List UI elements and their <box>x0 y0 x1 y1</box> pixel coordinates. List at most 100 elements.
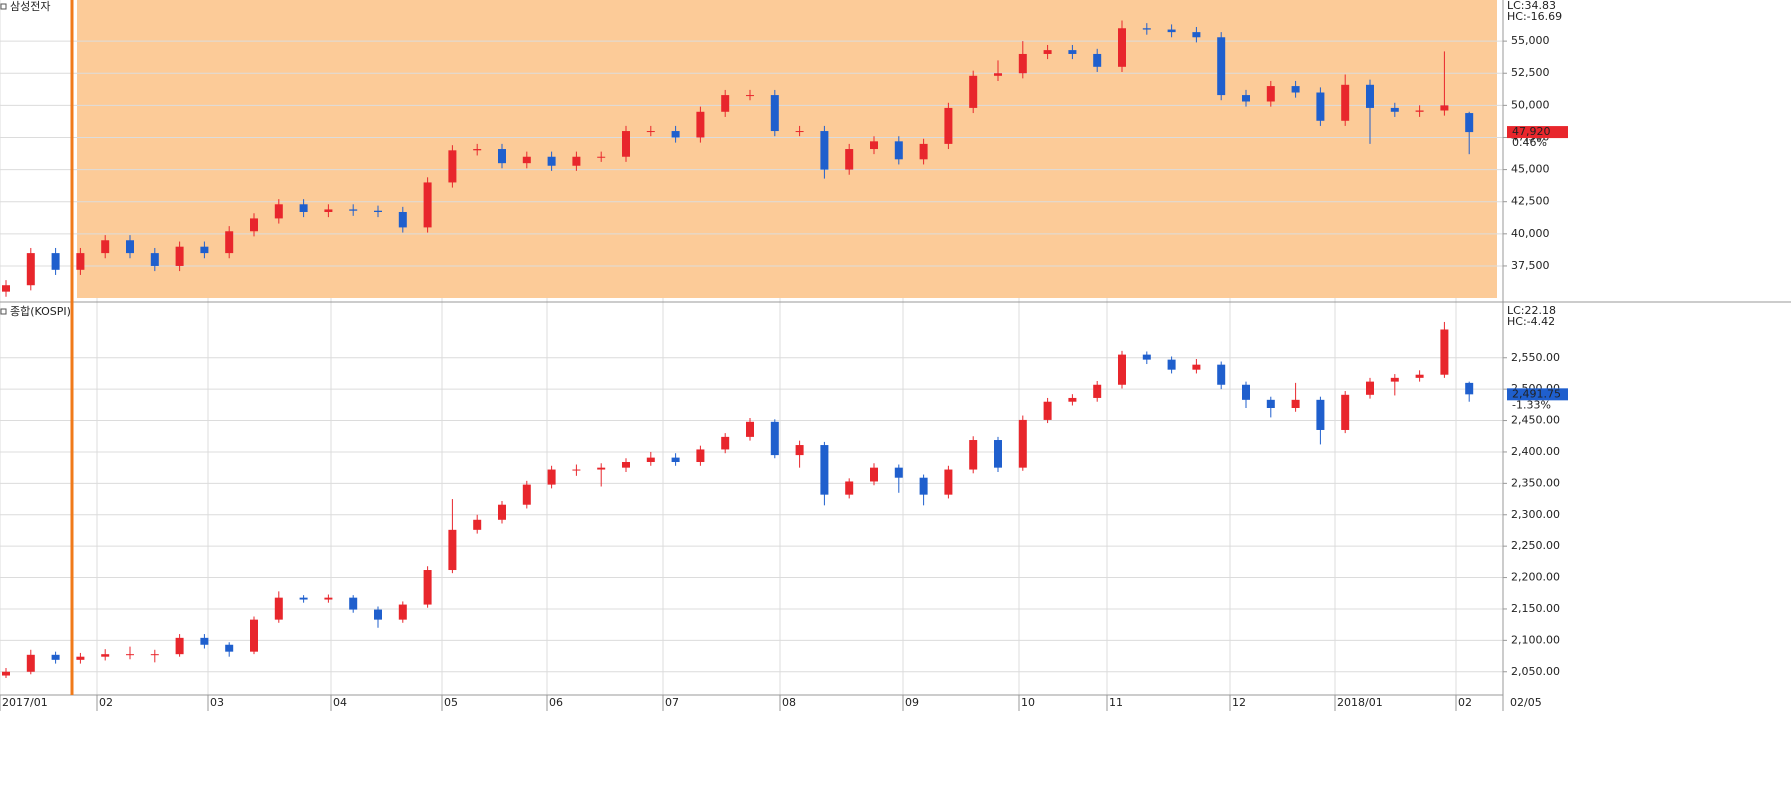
candle-body <box>870 141 878 150</box>
candle-body <box>870 467 878 482</box>
change-label: -1.33% <box>1512 398 1551 411</box>
candle-body <box>1192 32 1201 38</box>
hc-label: HC:-16.69 <box>1507 10 1562 23</box>
candle-body <box>101 240 110 254</box>
candle-body <box>572 156 581 166</box>
candle-body <box>696 111 705 138</box>
candle-body <box>1043 50 1052 54</box>
candle-body <box>1217 364 1226 385</box>
candle-body <box>498 149 506 164</box>
candle-body <box>1440 105 1449 111</box>
y-tick-label: 2,300.00 <box>1511 508 1560 521</box>
x-tick-label: 09 <box>905 696 919 709</box>
candle-body <box>1242 384 1250 400</box>
candle-body <box>225 644 234 652</box>
candle-body <box>51 253 60 270</box>
candle-body <box>845 481 854 495</box>
candle-body <box>522 484 531 505</box>
y-tick-label: 45,000 <box>1511 163 1550 176</box>
candle-body <box>498 504 506 520</box>
candle-body <box>349 209 358 211</box>
candle-body <box>969 440 978 470</box>
candle-body <box>175 637 184 655</box>
y-tick-label: 2,350.00 <box>1511 476 1560 489</box>
candle-body <box>1415 374 1424 378</box>
candle-body <box>374 210 382 212</box>
candle-body <box>671 131 680 138</box>
y-tick-label: 2,150.00 <box>1511 602 1560 615</box>
candle-body <box>398 604 407 620</box>
candle-body <box>1018 53 1027 74</box>
highlight-region <box>77 0 1497 298</box>
candle-body <box>721 436 730 450</box>
candle-body <box>26 654 35 672</box>
candle-body <box>1415 110 1424 112</box>
candle-body <box>1390 377 1399 382</box>
candle-body <box>274 204 283 219</box>
lc-label: LC:22.18 <box>1507 304 1556 317</box>
candle-body <box>547 469 556 485</box>
candle-body <box>299 204 308 212</box>
candle-body <box>1043 401 1052 420</box>
candle-body <box>349 597 358 610</box>
candle-body <box>126 240 134 254</box>
candle-body <box>919 143 928 160</box>
candle-body <box>200 246 209 254</box>
candle-body <box>1341 84 1350 121</box>
candle-body <box>820 131 829 170</box>
y-tick-label: 40,000 <box>1511 227 1550 240</box>
y-tick-label: 2,050.00 <box>1511 665 1560 678</box>
candle-body <box>423 182 432 228</box>
panel-title: 삼성전자 <box>10 0 50 13</box>
candle-body <box>944 107 953 144</box>
x-tick-label: 2017/01 <box>2 696 48 709</box>
candle-body <box>225 231 234 254</box>
candle-body <box>1291 86 1300 93</box>
candle-body <box>473 149 482 151</box>
candle-body <box>76 656 85 660</box>
panel-title: 종합(KOSPI) <box>10 305 71 318</box>
candle-body <box>622 462 630 468</box>
candle-body <box>597 156 606 158</box>
candle-body <box>51 654 60 660</box>
candle-body <box>944 469 953 495</box>
candle-body <box>448 150 457 183</box>
candle-body <box>746 95 754 97</box>
lc-label: LC:34.83 <box>1507 0 1556 12</box>
x-tick-label: 05 <box>444 696 458 709</box>
candle-body <box>76 253 85 270</box>
candle-body <box>1217 37 1226 96</box>
candle-body <box>374 609 382 620</box>
y-tick-label: 2,400.00 <box>1511 445 1560 458</box>
x-tick-label: 11 <box>1109 696 1123 709</box>
candle-body <box>1465 382 1474 395</box>
candle-body <box>1192 364 1201 370</box>
price-tag <box>1507 126 1568 139</box>
candle-body <box>919 477 928 495</box>
x-tick-label: 10 <box>1021 696 1035 709</box>
candle-body <box>646 457 655 463</box>
candle-body <box>250 619 258 652</box>
candle-body <box>2 671 10 676</box>
candle-body <box>646 131 655 133</box>
candle-body <box>1118 28 1126 67</box>
candle-body <box>101 654 110 657</box>
y-tick-label: 2,200.00 <box>1511 571 1560 584</box>
candle-body <box>671 457 680 463</box>
candle-body <box>1068 50 1077 54</box>
candle-body <box>522 156 531 164</box>
candle-body <box>1068 397 1077 402</box>
candle-body <box>1142 354 1151 360</box>
candle-body <box>894 467 903 478</box>
y-tick-label: 55,000 <box>1511 34 1550 47</box>
y-tick-label: 37,500 <box>1511 259 1550 272</box>
marks <box>2 20 1474 679</box>
candle-body <box>126 654 134 656</box>
candle-body <box>324 209 333 212</box>
candle-body <box>473 519 482 530</box>
x-tick-label: 08 <box>782 696 796 709</box>
price-tag-label: 47,920 <box>1512 125 1551 138</box>
candle-body <box>597 467 606 470</box>
candle-body <box>1167 359 1176 370</box>
